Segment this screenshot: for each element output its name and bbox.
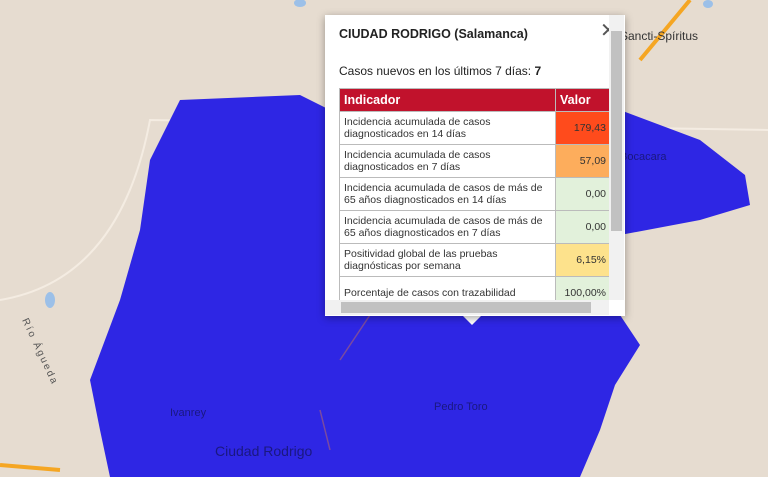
table-row: Positividad global de las pruebas diagnó… xyxy=(339,243,609,277)
value-cell: 179,43 xyxy=(555,111,609,145)
value-cell: 57,09 xyxy=(555,144,609,178)
table-row: Porcentaje de casos con trazabilidad 100,… xyxy=(339,276,609,300)
lake xyxy=(45,292,55,308)
indicator-cell: Positividad global de las pruebas diagnó… xyxy=(339,243,556,277)
header-cell: Indicador xyxy=(339,88,556,112)
value-cell: 0,00 xyxy=(555,177,609,211)
vertical-scrollbar[interactable] xyxy=(609,15,624,300)
horizontal-scrollbar[interactable] xyxy=(325,300,609,315)
table-row: Incidencia acumulada de casos diagnostic… xyxy=(339,111,609,145)
value-cell: 0,00 xyxy=(555,210,609,244)
indicator-cell: Incidencia acumulada de casos diagnostic… xyxy=(339,144,556,178)
map-label: Río Águeda xyxy=(19,316,62,387)
indicator-table: Indicador Valor Incidencia acumulada de c… xyxy=(339,88,609,300)
popup: CIUDAD RODRIGO (Salamanca) Casos nuevos … xyxy=(325,15,625,316)
popup-pointer xyxy=(462,315,482,325)
highway xyxy=(0,463,61,472)
header-cell: Valor xyxy=(555,88,609,112)
cases-line: Casos nuevos en los últimos 7 días: 7 xyxy=(339,64,541,78)
cases-label: Casos nuevos en los últimos 7 días: xyxy=(339,64,532,78)
popup-content: CIUDAD RODRIGO (Salamanca) Casos nuevos … xyxy=(325,15,609,300)
map-label: Ciudad Rodrigo xyxy=(215,443,312,459)
map-label: Pedro Toro xyxy=(434,401,488,413)
table-row: Incidencia acumulada de casos de más de … xyxy=(339,177,609,211)
road xyxy=(0,118,768,301)
value-cell: 6,15% xyxy=(555,243,609,277)
indicator-cell: Incidencia acumulada de casos de más de … xyxy=(339,177,556,211)
lake xyxy=(703,0,713,8)
lake xyxy=(294,0,306,7)
indicator-cell: Incidencia acumulada de casos diagnostic… xyxy=(339,111,556,145)
popup-title: CIUDAD RODRIGO (Salamanca) xyxy=(339,27,528,41)
cases-value: 7 xyxy=(534,64,542,78)
table-row: Incidencia acumulada de casos de más de … xyxy=(339,210,609,244)
indicator-cell: Porcentaje de casos con trazabilidad xyxy=(339,276,556,300)
map-label: Sancti-Spíritus xyxy=(620,29,698,43)
table-row: Incidencia acumulada de casos diagnostic… xyxy=(339,144,609,178)
indicator-cell: Incidencia acumulada de casos de más de … xyxy=(339,210,556,244)
value-cell: 100,00% xyxy=(555,276,609,300)
highway xyxy=(638,0,692,62)
map-label: Bocacara xyxy=(620,151,667,163)
map-label: Ivanrey xyxy=(170,407,207,419)
